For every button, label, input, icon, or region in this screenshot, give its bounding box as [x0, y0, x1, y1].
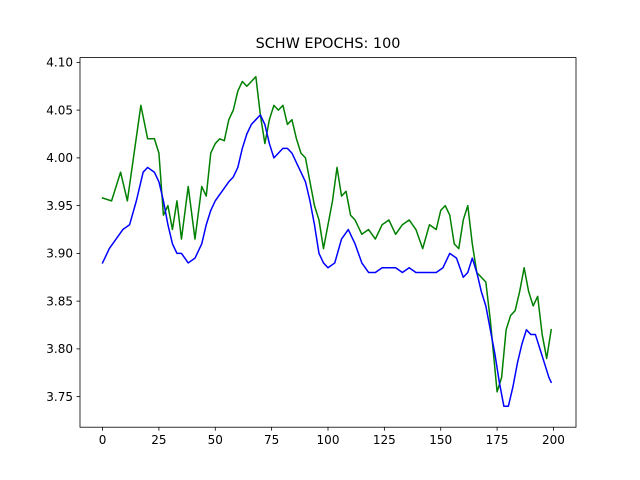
x-tick-label: 125 [373, 433, 396, 447]
y-axis: 3.75 3.80 3.85 3.90 3.95 4.00 4.05 4.10 [46, 56, 80, 404]
x-tick-label: 175 [486, 433, 509, 447]
x-tick-label: 75 [264, 433, 279, 447]
chart-title: SCHW EPOCHS: 100 [256, 36, 401, 52]
y-tick-label: 3.95 [46, 199, 73, 213]
series-layer [101, 75, 553, 407]
y-tick-label: 3.75 [46, 390, 73, 404]
y-tick-label: 4.05 [46, 103, 73, 117]
y-tick-label: 3.90 [46, 247, 73, 261]
y-tick-label: 3.85 [46, 294, 73, 308]
series-line-2 [101, 114, 553, 407]
x-tick-label: 50 [208, 433, 223, 447]
y-tick-label: 4.10 [46, 56, 73, 70]
x-tick-label: 200 [542, 433, 565, 447]
y-tick-label: 4.00 [46, 151, 73, 165]
x-tick-label: 25 [151, 433, 166, 447]
y-tick-label: 3.80 [46, 342, 73, 356]
x-axis: 0 25 50 75 100 125 150 175 200 [99, 427, 565, 447]
x-tick-label: 100 [317, 433, 340, 447]
x-tick-label: 0 [99, 433, 107, 447]
x-tick-label: 150 [429, 433, 452, 447]
series-line-1 [101, 75, 553, 393]
